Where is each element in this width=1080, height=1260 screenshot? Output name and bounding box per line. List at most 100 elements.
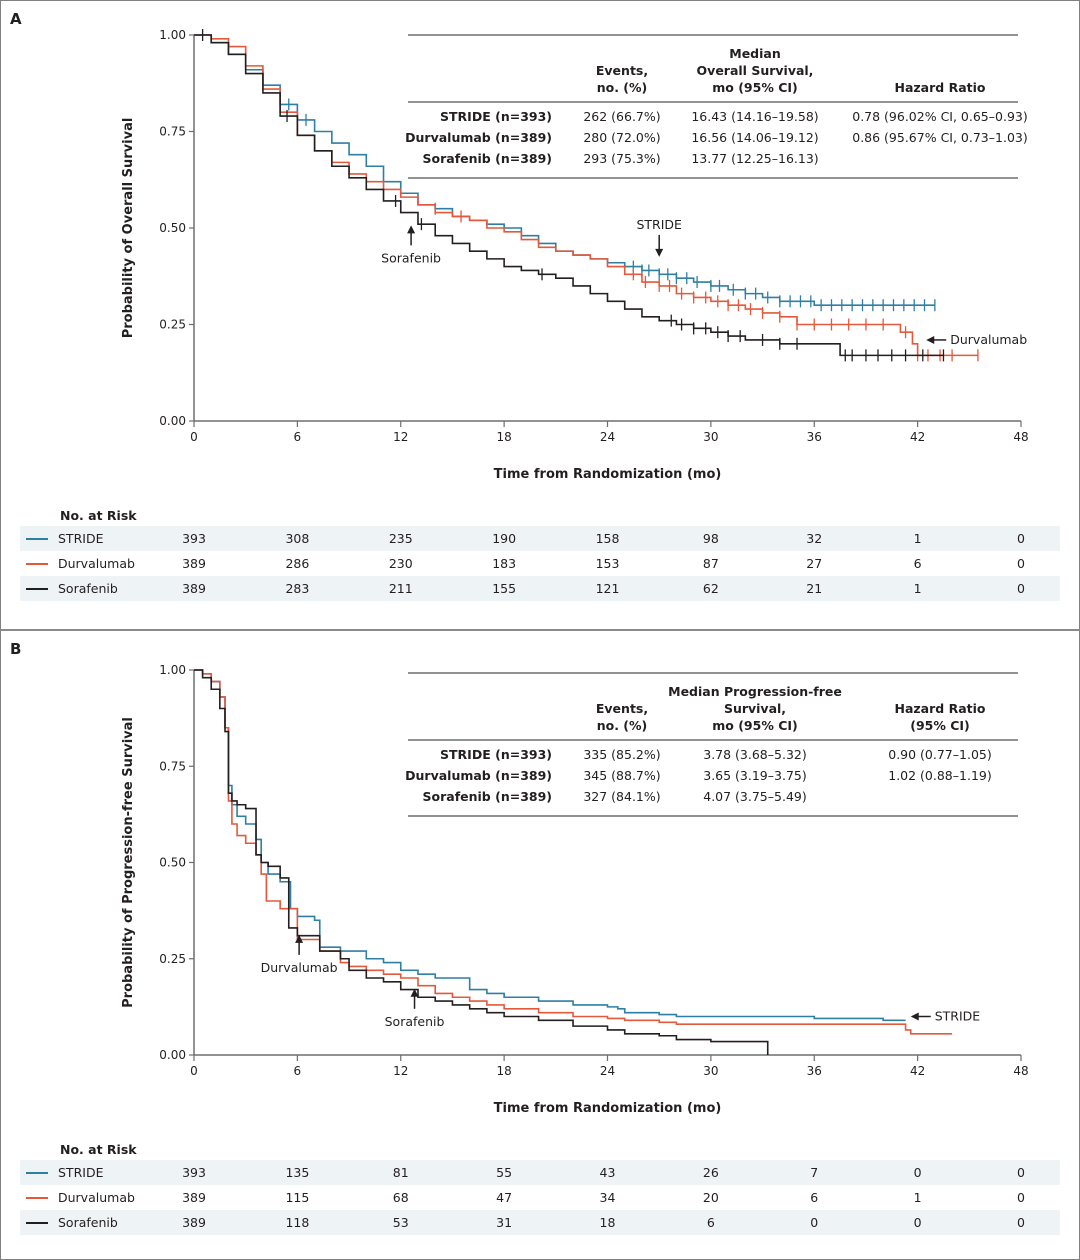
at-risk-value: 0 [1017,581,1025,596]
table-cell-events: 293 (75.3%) [583,151,660,166]
at-risk-value: 1 [913,1190,922,1205]
at-risk-value: 0 [1017,1165,1025,1180]
panel-divider [0,629,1080,631]
at-risk-value: 158 [595,531,620,546]
table-header: Median Progression-free [668,684,842,699]
y-tick-label: 1.00 [159,663,186,677]
annotation-label: STRIDE [636,217,682,232]
x-tick-label: 18 [496,430,511,444]
at-risk-table-a: No. at Risk STRIDE 393 308 235 190 158 98 32 1 0 Du… [20,506,1060,601]
table-row-label: STRIDE (n=393) [440,109,552,124]
at-risk-value: 6 [810,1190,819,1205]
table-row-label: Durvalumab (n=389) [405,768,552,783]
legend-swatch-sorafenib [26,588,48,590]
at-risk-row-sorafenib: Sorafenib 389 118 53 31 18 6 0 0 0 [20,1210,1060,1235]
at-risk-value: 393 [182,1165,206,1180]
at-risk-value: 0 [810,1215,819,1230]
at-risk-value: 235 [388,531,413,546]
at-risk-value: 135 [285,1165,310,1180]
at-risk-series-label: Sorafenib [58,1215,118,1230]
at-risk-value: 27 [806,556,823,571]
table-cell-median: 16.56 (14.06–19.12) [691,130,818,145]
x-tick-label: 36 [807,1064,822,1078]
at-risk-value: 230 [388,556,413,571]
x-tick-label: 48 [1013,430,1028,444]
legend-swatch-stride [26,538,48,540]
table-header: no. (%) [597,80,648,95]
at-risk-series-label: STRIDE [58,531,104,546]
at-risk-value: 53 [392,1215,409,1230]
at-risk-value: 389 [182,1215,206,1230]
x-tick-label: 30 [703,430,718,444]
at-risk-value: 55 [496,1165,513,1180]
at-risk-value: 0 [1017,1190,1025,1205]
at-risk-value: 43 [599,1165,616,1180]
annotation-label: STRIDE [935,1009,981,1024]
x-tick-label: 6 [294,430,302,444]
at-risk-value: 6 [913,556,922,571]
at-risk-value: 6 [706,1215,715,1230]
table-row-label: Sorafenib (n=389) [423,789,552,804]
at-risk-value: 183 [492,556,517,571]
at-risk-series-label: STRIDE [58,1165,104,1180]
at-risk-value: 211 [388,581,413,596]
at-risk-value: 20 [702,1190,719,1205]
y-tick-label: 0.00 [159,414,186,428]
at-risk-value: 98 [702,531,719,546]
table-cell-events: 327 (84.1%) [583,789,660,804]
x-tick-label: 0 [190,1064,198,1078]
at-risk-value: 0 [913,1165,922,1180]
at-risk-row-stride: STRIDE 393 308 235 190 158 98 32 1 0 [20,526,1060,551]
at-risk-value: 0 [913,1215,922,1230]
table-cell-median: 13.77 (12.25–16.13) [691,151,818,166]
at-risk-value: 283 [285,581,310,596]
at-risk-value: 0 [1017,531,1025,546]
at-risk-value: 0 [1017,556,1025,571]
at-risk-value: 393 [182,531,206,546]
annotation-arrowhead [407,225,416,234]
at-risk-value: 121 [595,581,620,596]
table-row-label: Sorafenib (n=389) [423,151,552,166]
table-header: mo (95% CI) [712,718,798,733]
y-axis-title: Probability of Progression-free Survival [121,717,136,1008]
table-header: no. (%) [597,718,648,733]
at-risk-value: 1 [913,581,922,596]
x-tick-label: 24 [600,430,615,444]
y-tick-label: 0.00 [159,1048,186,1062]
table-cell-hazard-ratio: 1.02 (0.88–1.19) [888,768,991,783]
at-risk-title: No. at Risk [60,508,137,523]
table-cell-events: 335 (85.2%) [583,747,660,762]
at-risk-value: 68 [392,1190,409,1205]
at-risk-value: 32 [806,531,823,546]
at-risk-value: 18 [599,1215,616,1230]
at-risk-series-label: Durvalumab [58,556,135,571]
annotation-arrowhead [926,335,935,344]
at-risk-row-durvalumab: Durvalumab 389 115 68 47 34 20 6 1 0 [20,1185,1060,1210]
at-risk-row-sorafenib: Sorafenib 389 283 211 155 121 62 21 1 0 [20,576,1060,601]
x-axis-title: Time from Randomization (mo) [494,1101,722,1116]
km-curve-stride [194,669,906,1022]
at-risk-value: 62 [702,581,719,596]
table-header: Hazard Ratio [895,80,986,95]
legend-swatch-durvalumab [26,1197,48,1199]
x-tick-label: 12 [393,1064,408,1078]
table-header: mo (95% CI) [712,80,798,95]
table-cell-median: 16.43 (14.16–19.58) [691,109,818,124]
table-header: (95% CI) [910,718,970,733]
annotation-label: Sorafenib [381,250,441,265]
at-risk-value: 115 [285,1190,310,1205]
y-tick-label: 0.75 [159,125,186,139]
y-tick-label: 0.50 [159,856,186,870]
x-tick-label: 42 [910,430,925,444]
at-risk-value: 308 [285,531,310,546]
at-risk-row-stride: STRIDE 393 135 81 55 43 26 7 0 0 [20,1160,1060,1185]
km-curve-stride [194,34,935,306]
at-risk-row-durvalumab: Durvalumab 389 286 230 183 153 87 27 6 0 [20,551,1060,576]
table-cell-hazard-ratio: 0.86 (95.67% CI, 0.73–1.03) [852,130,1027,145]
panel-label-b: B [10,640,22,658]
table-cell-events: 262 (66.7%) [583,109,660,124]
table-header: Overall Survival, [697,63,814,78]
annotation-arrowhead [410,988,419,997]
y-tick-label: 0.50 [159,221,186,235]
table-cell-median: 4.07 (3.75–5.49) [703,789,806,804]
